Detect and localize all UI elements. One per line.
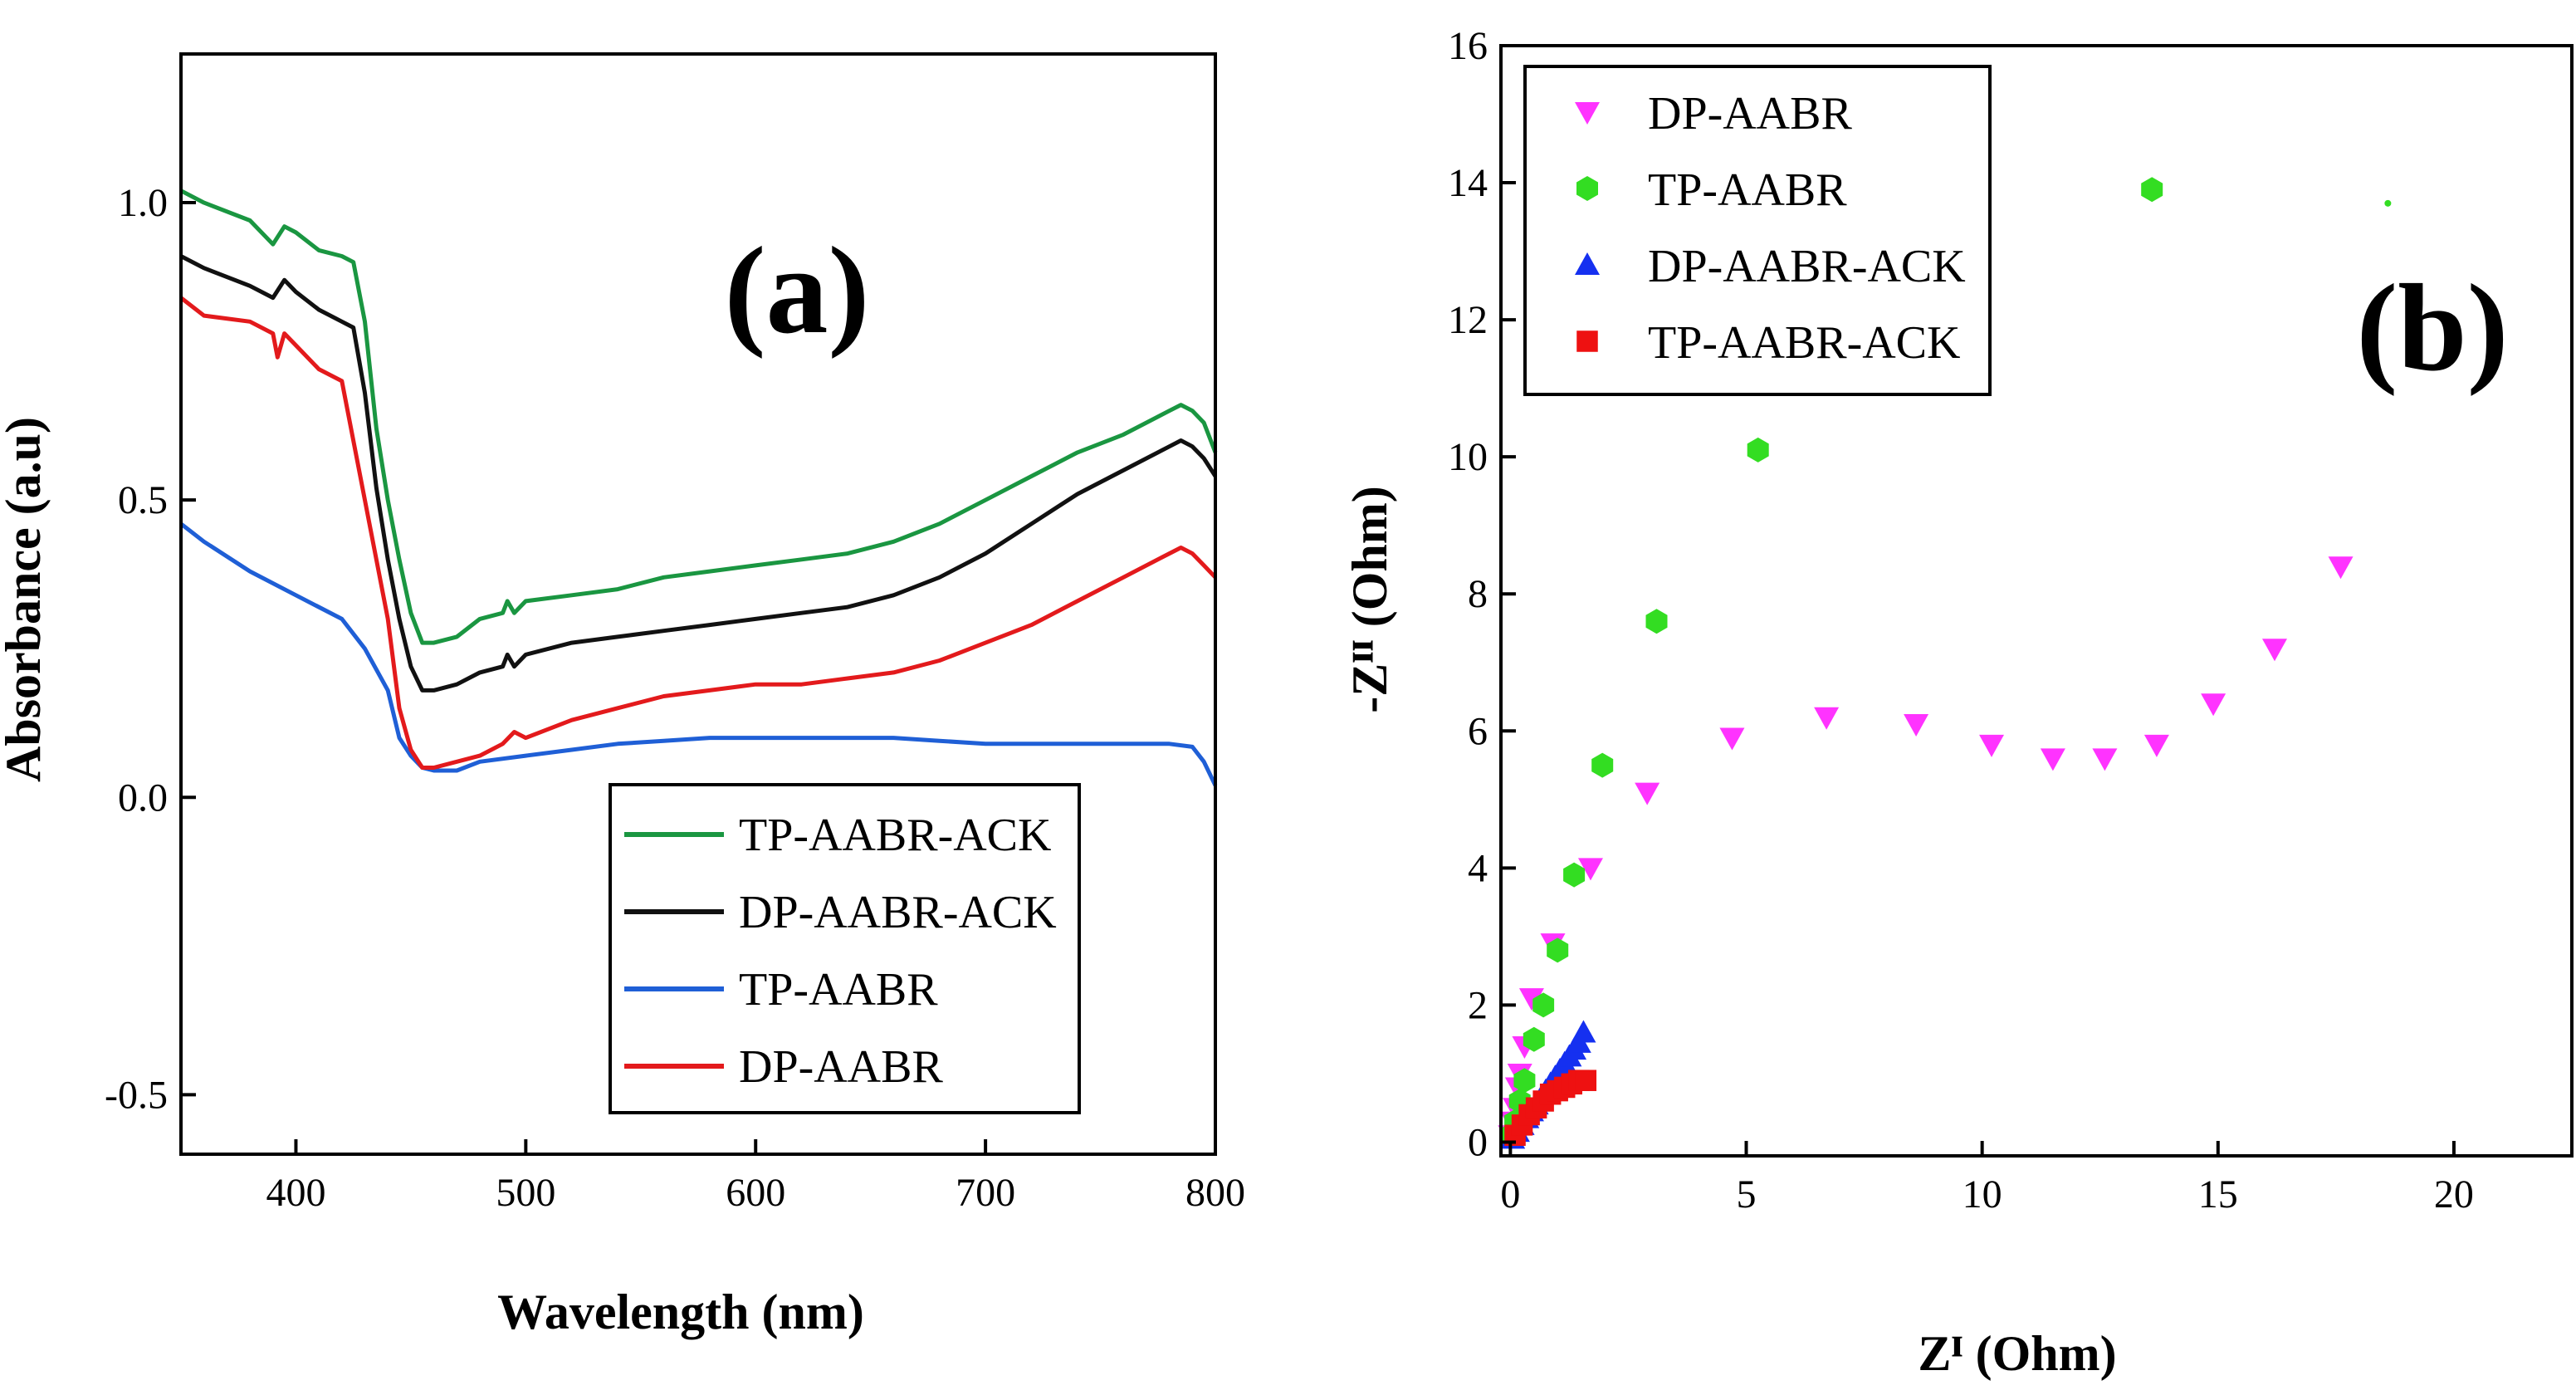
panel-a-legend: TP-AABR-ACK DP-AABR-ACK TP-AABR DP-AABR (609, 783, 1081, 1114)
y-tick-label: 8 (1468, 572, 1488, 616)
series-line (179, 254, 1218, 693)
y-tick-label: 1.0 (118, 181, 168, 225)
legend-marker (1576, 176, 1598, 201)
x-tick-label: 700 (956, 1171, 1015, 1215)
legend-entry-label: TP-AABR (739, 964, 938, 1016)
legend-entry-label: DP-AABR (739, 1041, 943, 1093)
data-point (1645, 609, 1668, 634)
series-line (179, 296, 1217, 770)
legend-marker (1575, 102, 1600, 125)
x-tick-label: 800 (1185, 1171, 1245, 1215)
legend-box (1523, 65, 1992, 396)
panel-a-plot-frame (179, 52, 1217, 1156)
legend-box (609, 783, 1081, 1114)
legend-entry-label: DP-AABR (1648, 88, 1852, 140)
x-tick-label: 0 (1500, 1172, 1520, 1216)
y-tick-label: 0.0 (118, 776, 168, 820)
data-point (1518, 988, 1544, 1011)
data-point (2328, 556, 2354, 580)
panel-a-y-axis-title: Absorbance (a.u) (0, 417, 51, 782)
legend-marker (1576, 330, 1598, 352)
data-point (1719, 727, 1745, 751)
legend-entry-label: DP-AABR-ACK (1648, 241, 1966, 292)
x-tick-label: 5 (1737, 1172, 1757, 1216)
data-point (2040, 748, 2065, 771)
data-point (1532, 992, 1555, 1018)
series-line (179, 521, 1218, 786)
data-point (2092, 748, 2118, 771)
data-point (2261, 639, 2287, 662)
y-tick-label: 14 (1448, 161, 1488, 205)
data-point (1635, 782, 1660, 805)
panel-b-series-points (1498, 177, 2392, 1149)
data-point (1575, 1070, 1597, 1091)
legend-marker (1575, 252, 1600, 275)
data-point (1577, 858, 1603, 881)
data-point (1814, 707, 1840, 730)
data-point (1563, 862, 1586, 888)
data-point (1513, 1068, 1536, 1094)
y-tick-label: 0 (1468, 1120, 1488, 1164)
panel-b-x-axis-title: Zᴵ (Ohm) (1918, 1326, 2116, 1381)
data-point (1523, 1026, 1545, 1052)
panel-b-nyquist-chart: 0 5 10 15 20 0 2 4 6 8 10 12 14 16 (b) Zᴵ (Ohm) -Zᴵᴵ … (1342, 24, 2574, 1381)
legend-entry-label: TP-AABR-ACK (1648, 317, 1960, 369)
data-point (1547, 937, 1569, 963)
data-point (1904, 714, 1929, 737)
y-tick-label: 16 (1448, 24, 1488, 68)
x-tick-label: 20 (2434, 1172, 2474, 1216)
data-point (2141, 177, 2163, 203)
x-tick-label: 10 (1963, 1172, 2002, 1216)
panel-a-label: (a) (725, 222, 870, 360)
legend-entry-label: DP-AABR-ACK (739, 887, 1057, 938)
panel-b-plot-frame (1499, 44, 2574, 1158)
panel-b-legend: DP-AABR TP-AABR DP-AABR-ACK TP-AABR-ACK (1523, 65, 1992, 396)
panel-b-y-axis-title: -Zᴵᴵ (Ohm) (1342, 486, 1397, 712)
y-tick-label: 10 (1448, 435, 1488, 479)
y-tick-label: -0.5 (105, 1073, 168, 1117)
x-tick-label: 600 (726, 1171, 785, 1215)
panel-a-x-axis-title: Wavelength (nm) (497, 1285, 864, 1339)
y-tick-label: 2 (1468, 983, 1488, 1027)
data-point (2384, 199, 2392, 207)
data-point (1979, 734, 2005, 757)
series-line (179, 188, 1218, 645)
y-tick-label: 4 (1468, 846, 1488, 890)
panel-b-ticks: 0 5 10 15 20 0 2 4 6 8 10 12 14 16 (1448, 24, 2474, 1216)
data-point (1747, 437, 1769, 463)
x-tick-label: 500 (496, 1171, 555, 1215)
y-tick-label: 6 (1468, 709, 1488, 753)
panel-a-series-lines (179, 188, 1218, 786)
panel-b-label: (b) (2356, 259, 2508, 397)
data-point (1591, 752, 1614, 778)
legend-entry-label: TP-AABR-ACK (739, 810, 1051, 861)
data-point (1571, 1020, 1596, 1043)
data-point (2143, 734, 2169, 757)
data-point (2201, 693, 2227, 717)
y-tick-label: 0.5 (118, 478, 168, 522)
x-tick-label: 15 (2198, 1172, 2238, 1216)
x-tick-label: 400 (266, 1171, 325, 1215)
panel-a-ticks: 400 500 600 700 800 -0.5 0.0 0.5 1.0 (105, 181, 1245, 1215)
y-tick-label: 12 (1448, 298, 1488, 342)
legend-entry-label: TP-AABR (1648, 164, 1847, 216)
panel-a-uv-vis-chart: 400 500 600 700 800 -0.5 0.0 0.5 1.0 (a) Wavelen… (0, 52, 1245, 1339)
